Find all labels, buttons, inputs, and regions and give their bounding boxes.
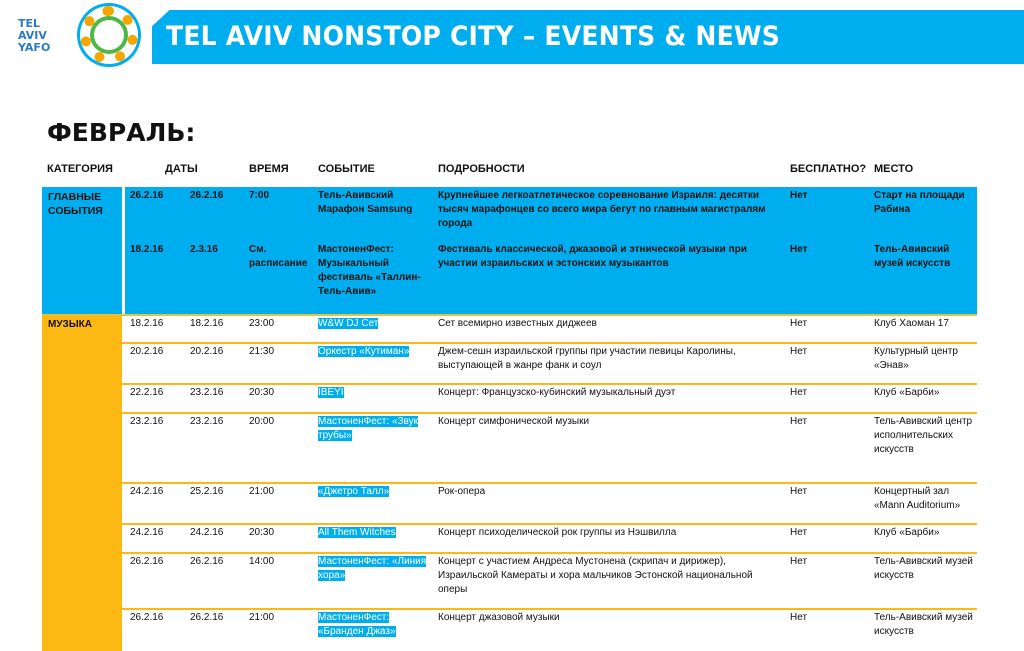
row-divider xyxy=(122,608,977,610)
cell-time: 20:30 xyxy=(249,387,275,398)
cell-details: Концерт симфонической музыки xyxy=(438,416,590,427)
cell-from: 23.2.16 xyxy=(130,416,164,427)
cell-time: 21:00 xyxy=(249,612,275,623)
cell-place: Концертный зал «Mann Auditorium» xyxy=(874,486,961,511)
cell-details: Крупнейшее легкоатлетическое соревновани… xyxy=(438,190,766,229)
cell-free: Нет xyxy=(790,416,808,427)
cell-event[interactable]: All Them Witches xyxy=(318,527,396,538)
cell-place: Тель-Авивский музей искусств xyxy=(874,244,951,269)
cell-time: См. расписание xyxy=(249,244,308,269)
cell-details: Концерт: Французско-кубинский музыкальны… xyxy=(438,387,676,398)
cell-to: 26.2.16 xyxy=(190,612,224,623)
cell-to: 25.2.16 xyxy=(190,486,224,497)
music-section xyxy=(42,315,122,651)
cell-free: Нет xyxy=(790,486,808,497)
cell-free: Нет xyxy=(790,190,808,201)
cell-from: 26.2.16 xyxy=(130,190,164,201)
cell-place: Культурный центр «Энав» xyxy=(874,346,958,371)
cell-event[interactable]: IBEYI xyxy=(318,387,344,398)
cell-event[interactable]: Оркестр «Кутиман» xyxy=(318,346,410,357)
cell-from: 22.2.16 xyxy=(130,387,164,398)
cell-event[interactable]: «Джетро Талл» xyxy=(318,486,390,497)
cell-to: 18.2.16 xyxy=(190,318,224,329)
cell-time: 21:00 xyxy=(249,486,275,497)
cell-time: 21:30 xyxy=(249,346,275,357)
cell-event: МастоненФест: Музыкальный фестиваль «Тал… xyxy=(318,244,421,297)
cell-to: 26.2.16 xyxy=(190,190,224,201)
col-header-category: КАТЕГОРИЯ xyxy=(47,163,113,175)
category-music: МУЗЫКА xyxy=(48,319,92,330)
cell-to: 23.2.16 xyxy=(190,416,224,427)
cell-free: Нет xyxy=(790,318,808,329)
cell-free: Нет xyxy=(790,346,808,357)
col-header-event: СОБЫТИЕ xyxy=(318,163,375,175)
row-divider xyxy=(122,342,977,344)
cell-details: Фестиваль классической, джазовой и этнич… xyxy=(438,244,747,269)
cell-event[interactable]: МастоненФест: «Линия хора» xyxy=(318,556,427,581)
cell-details: Рок-опера xyxy=(438,486,486,497)
header-title: TEL AVIV NONSTOP CITY – EVENTS & NEWS xyxy=(166,21,781,52)
cell-free: Нет xyxy=(790,527,808,538)
cell-from: 26.2.16 xyxy=(130,556,164,567)
cell-place: Клуб «Барби» xyxy=(874,387,940,398)
tel-aviv-logo: TEL AVIV YAFO xyxy=(8,4,148,66)
cell-place: Старт на площади Рабина xyxy=(874,190,965,215)
col-header-time: ВРЕМЯ xyxy=(249,163,289,175)
cell-to: 26.2.16 xyxy=(190,556,224,567)
cell-from: 26.2.16 xyxy=(130,612,164,623)
cell-place: Тель-Авивский музей искусств xyxy=(874,556,973,581)
cell-from: 24.2.16 xyxy=(130,486,164,497)
cell-details: Сет всемирно известных диджеев xyxy=(438,318,597,329)
col-header-details: ПОДРОБНОСТИ xyxy=(438,163,525,175)
cell-place: Тель-Авивский центр исполнительских иску… xyxy=(874,416,973,455)
cell-place: Клуб «Барби» xyxy=(874,527,940,538)
row-divider xyxy=(122,482,977,484)
cell-details: Концерт джазовой музыки xyxy=(438,612,560,623)
cell-from: 20.2.16 xyxy=(130,346,164,357)
cell-event[interactable]: W&W DJ Сет xyxy=(318,318,379,329)
cell-event[interactable]: МастоненФест: «Звук трубы» xyxy=(318,416,419,441)
cell-from: 18.2.16 xyxy=(130,318,164,329)
cell-time: 20:00 xyxy=(249,416,275,427)
cell-place: Клуб Хаоман 17 xyxy=(874,318,949,329)
category-main: ГЛАВНЫЕ СОБЫТИЯ xyxy=(48,191,103,217)
row-divider xyxy=(122,523,977,525)
cell-to: 2.3.16 xyxy=(190,244,218,255)
main-events-section xyxy=(42,187,977,315)
month-title: ФЕВРАЛЬ: xyxy=(47,118,196,147)
row-divider xyxy=(122,383,977,385)
cell-free: Нет xyxy=(790,387,808,398)
row-divider xyxy=(122,552,977,554)
logo-text: TEL AVIV YAFO xyxy=(18,17,51,54)
cell-to: 20.2.16 xyxy=(190,346,224,357)
cell-to: 24.2.16 xyxy=(190,527,224,538)
col-header-free: БЕСПЛАТНО? xyxy=(790,163,867,175)
cell-details: Джем-сешн израильской группы при участии… xyxy=(438,346,736,371)
logo-ring-icon xyxy=(80,6,138,64)
row-divider xyxy=(122,412,977,414)
cell-event[interactable]: МастоненФест: «Бранден Джаз» xyxy=(318,612,396,637)
cell-free: Нет xyxy=(790,556,808,567)
cell-details: Концерт психоделической рок группы из Нэ… xyxy=(438,527,677,538)
cell-time: 14:00 xyxy=(249,556,275,567)
cell-free: Нет xyxy=(790,244,808,255)
cell-time: 23:00 xyxy=(249,318,275,329)
header-banner: TEL AVIV NONSTOP CITY – EVENTS & NEWS xyxy=(152,10,1024,64)
cell-place: Тель-Авивский музей искусств xyxy=(874,612,973,637)
cell-details: Концерт с участием Андреса Мустонена (ск… xyxy=(438,556,753,595)
cell-time: 20:30 xyxy=(249,527,275,538)
cell-from: 18.2.16 xyxy=(130,244,164,255)
cell-time: 7:00 xyxy=(249,190,270,201)
cell-from: 24.2.16 xyxy=(130,527,164,538)
col-header-dates: ДАТЫ xyxy=(165,163,198,175)
cell-free: Нет xyxy=(790,612,808,623)
col-header-place: МЕСТО xyxy=(874,163,914,175)
cell-event: Тель-Авивский Марафон Samsung xyxy=(318,190,413,215)
cell-to: 23.2.16 xyxy=(190,387,224,398)
